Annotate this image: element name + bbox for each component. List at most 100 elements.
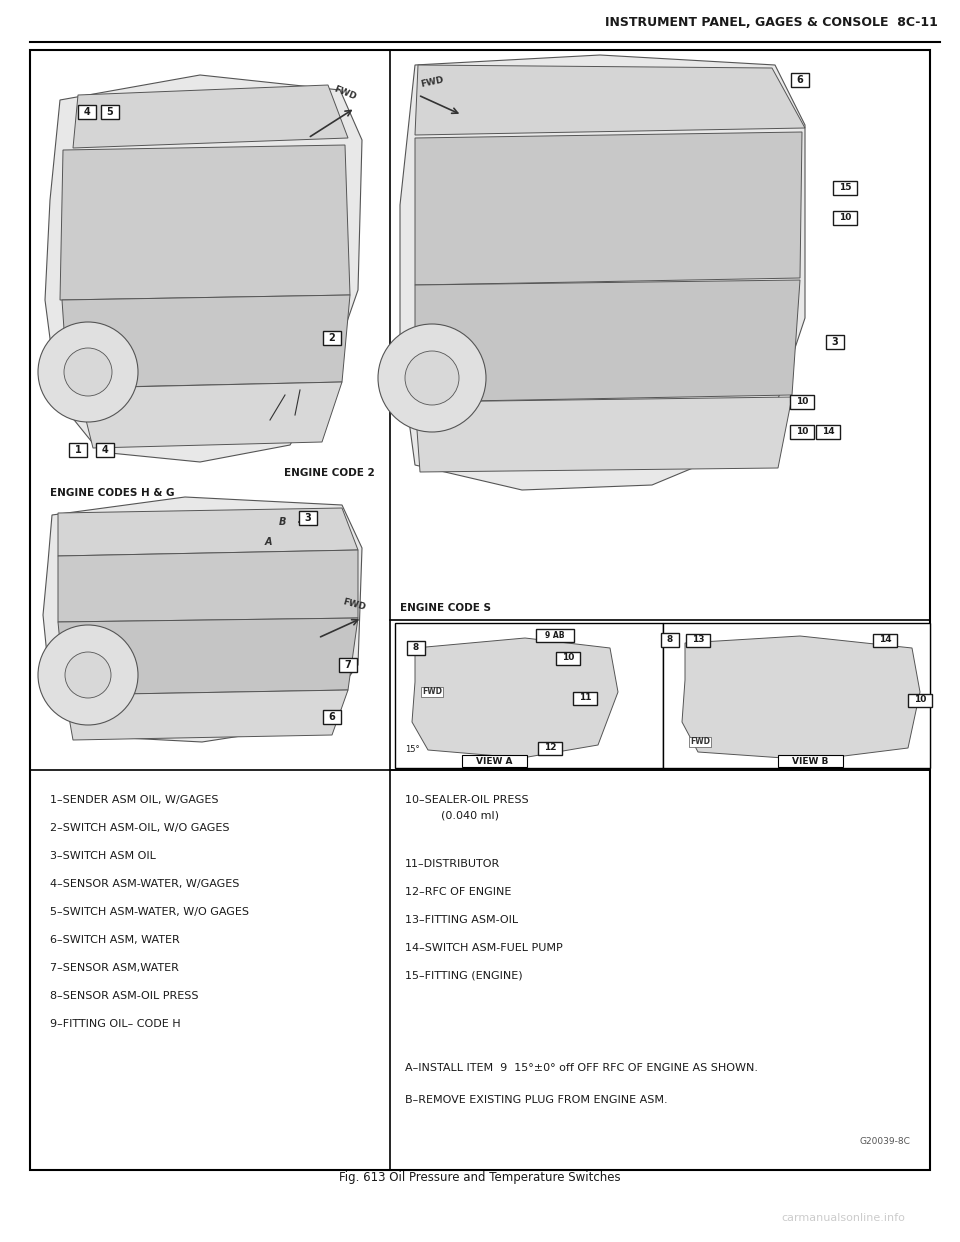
Bar bbox=[790, 425, 814, 438]
Text: 7–SENSOR ASM,WATER: 7–SENSOR ASM,WATER bbox=[50, 963, 179, 972]
Text: 9 AB: 9 AB bbox=[545, 631, 564, 640]
Text: 5–SWITCH ASM-WATER, W/O GAGES: 5–SWITCH ASM-WATER, W/O GAGES bbox=[50, 907, 249, 917]
Text: 15: 15 bbox=[839, 184, 852, 193]
Polygon shape bbox=[43, 497, 362, 741]
Text: carmanualsonline.info: carmanualsonline.info bbox=[781, 1213, 905, 1223]
Bar bbox=[826, 335, 844, 349]
Text: 15°: 15° bbox=[405, 745, 420, 754]
Bar bbox=[663, 623, 930, 768]
Polygon shape bbox=[65, 691, 348, 740]
Bar bbox=[833, 211, 857, 225]
Bar bbox=[873, 633, 897, 647]
Text: VIEW A: VIEW A bbox=[476, 756, 513, 765]
Circle shape bbox=[38, 625, 138, 725]
Text: 11–DISTRIBUTOR: 11–DISTRIBUTOR bbox=[405, 859, 500, 869]
Bar bbox=[778, 755, 843, 768]
Text: 11: 11 bbox=[579, 693, 591, 703]
Polygon shape bbox=[415, 397, 792, 472]
Text: 12–RFC OF ENGINE: 12–RFC OF ENGINE bbox=[405, 887, 512, 897]
Bar bbox=[69, 443, 87, 457]
Text: ENGINE CODE S: ENGINE CODE S bbox=[400, 604, 491, 614]
Text: 3: 3 bbox=[831, 337, 838, 347]
Circle shape bbox=[65, 652, 111, 698]
Polygon shape bbox=[73, 84, 348, 148]
Text: A: A bbox=[264, 537, 272, 546]
Bar bbox=[791, 73, 809, 87]
Text: FWD: FWD bbox=[332, 84, 357, 102]
Bar bbox=[339, 658, 357, 672]
Circle shape bbox=[378, 324, 486, 432]
Text: 14: 14 bbox=[878, 636, 891, 645]
Text: 5: 5 bbox=[107, 107, 113, 117]
Text: (0.040 ml): (0.040 ml) bbox=[420, 810, 499, 820]
Text: 13–FITTING ASM-OIL: 13–FITTING ASM-OIL bbox=[405, 915, 518, 925]
Text: Fig. 613 Oil Pressure and Temperature Switches: Fig. 613 Oil Pressure and Temperature Sw… bbox=[339, 1171, 621, 1185]
Text: 10: 10 bbox=[796, 397, 808, 406]
Text: ENGINE CODE 2: ENGINE CODE 2 bbox=[284, 468, 375, 478]
Text: 9–FITTING OIL– CODE H: 9–FITTING OIL– CODE H bbox=[50, 1018, 180, 1030]
Polygon shape bbox=[412, 638, 618, 758]
Text: 10: 10 bbox=[796, 427, 808, 436]
Bar bbox=[790, 395, 814, 409]
Text: A–INSTALL ITEM  9  15°±0° off OFF RFC OF ENGINE AS SHOWN.: A–INSTALL ITEM 9 15°±0° off OFF RFC OF E… bbox=[405, 1063, 758, 1073]
Text: B: B bbox=[278, 517, 286, 527]
Text: 10: 10 bbox=[562, 653, 574, 662]
Bar bbox=[661, 633, 679, 647]
Text: 15–FITTING (ENGINE): 15–FITTING (ENGINE) bbox=[405, 971, 522, 981]
Polygon shape bbox=[415, 65, 805, 135]
Text: 1–SENDER ASM OIL, W/GAGES: 1–SENDER ASM OIL, W/GAGES bbox=[50, 795, 219, 805]
Bar bbox=[833, 181, 857, 195]
Text: B–REMOVE EXISTING PLUG FROM ENGINE ASM.: B–REMOVE EXISTING PLUG FROM ENGINE ASM. bbox=[405, 1095, 667, 1105]
Bar bbox=[96, 443, 114, 457]
Text: 7: 7 bbox=[345, 660, 351, 669]
Text: 8: 8 bbox=[413, 643, 420, 652]
Bar bbox=[538, 741, 562, 754]
Text: 10: 10 bbox=[914, 696, 926, 704]
Bar bbox=[556, 652, 580, 664]
Text: 10–SEALER-OIL PRESS: 10–SEALER-OIL PRESS bbox=[405, 795, 529, 805]
Polygon shape bbox=[682, 636, 920, 760]
Text: G20039-8C: G20039-8C bbox=[859, 1138, 910, 1146]
Bar bbox=[462, 755, 527, 768]
Bar bbox=[299, 510, 317, 525]
Text: 8: 8 bbox=[667, 636, 673, 645]
Text: 4: 4 bbox=[84, 107, 90, 117]
Polygon shape bbox=[45, 75, 362, 462]
Text: FWD: FWD bbox=[420, 76, 444, 89]
Polygon shape bbox=[60, 145, 350, 301]
Text: FWD: FWD bbox=[690, 738, 710, 746]
Bar bbox=[573, 692, 597, 704]
Text: FWD: FWD bbox=[342, 597, 367, 612]
Text: 12: 12 bbox=[543, 744, 556, 753]
Bar bbox=[407, 641, 425, 655]
Bar bbox=[101, 106, 119, 119]
Bar bbox=[323, 332, 341, 345]
Bar bbox=[686, 633, 710, 647]
Text: 4: 4 bbox=[102, 445, 108, 455]
Text: VIEW B: VIEW B bbox=[792, 756, 828, 765]
Bar bbox=[395, 623, 663, 768]
Text: 1: 1 bbox=[75, 445, 82, 455]
Circle shape bbox=[38, 322, 138, 422]
Text: 4–SENSOR ASM-WATER, W/GAGES: 4–SENSOR ASM-WATER, W/GAGES bbox=[50, 879, 239, 889]
Polygon shape bbox=[58, 619, 358, 696]
Text: 14–SWITCH ASM-FUEL PUMP: 14–SWITCH ASM-FUEL PUMP bbox=[405, 943, 563, 953]
Text: 2–SWITCH ASM-OIL, W/O GAGES: 2–SWITCH ASM-OIL, W/O GAGES bbox=[50, 823, 229, 833]
Polygon shape bbox=[58, 508, 358, 556]
Polygon shape bbox=[415, 279, 800, 402]
Text: 6: 6 bbox=[328, 712, 335, 722]
Text: ENGINE CODES H & G: ENGINE CODES H & G bbox=[50, 488, 175, 498]
Polygon shape bbox=[62, 296, 350, 388]
Circle shape bbox=[405, 351, 459, 405]
Bar bbox=[78, 106, 96, 119]
Polygon shape bbox=[58, 550, 358, 622]
Polygon shape bbox=[400, 55, 805, 491]
Bar bbox=[908, 693, 932, 707]
Polygon shape bbox=[415, 132, 802, 284]
Text: 13: 13 bbox=[692, 636, 705, 645]
Bar bbox=[536, 628, 574, 642]
Text: 6: 6 bbox=[797, 75, 804, 84]
Text: 3–SWITCH ASM OIL: 3–SWITCH ASM OIL bbox=[50, 851, 156, 861]
Bar bbox=[323, 710, 341, 724]
Text: 3: 3 bbox=[304, 513, 311, 523]
